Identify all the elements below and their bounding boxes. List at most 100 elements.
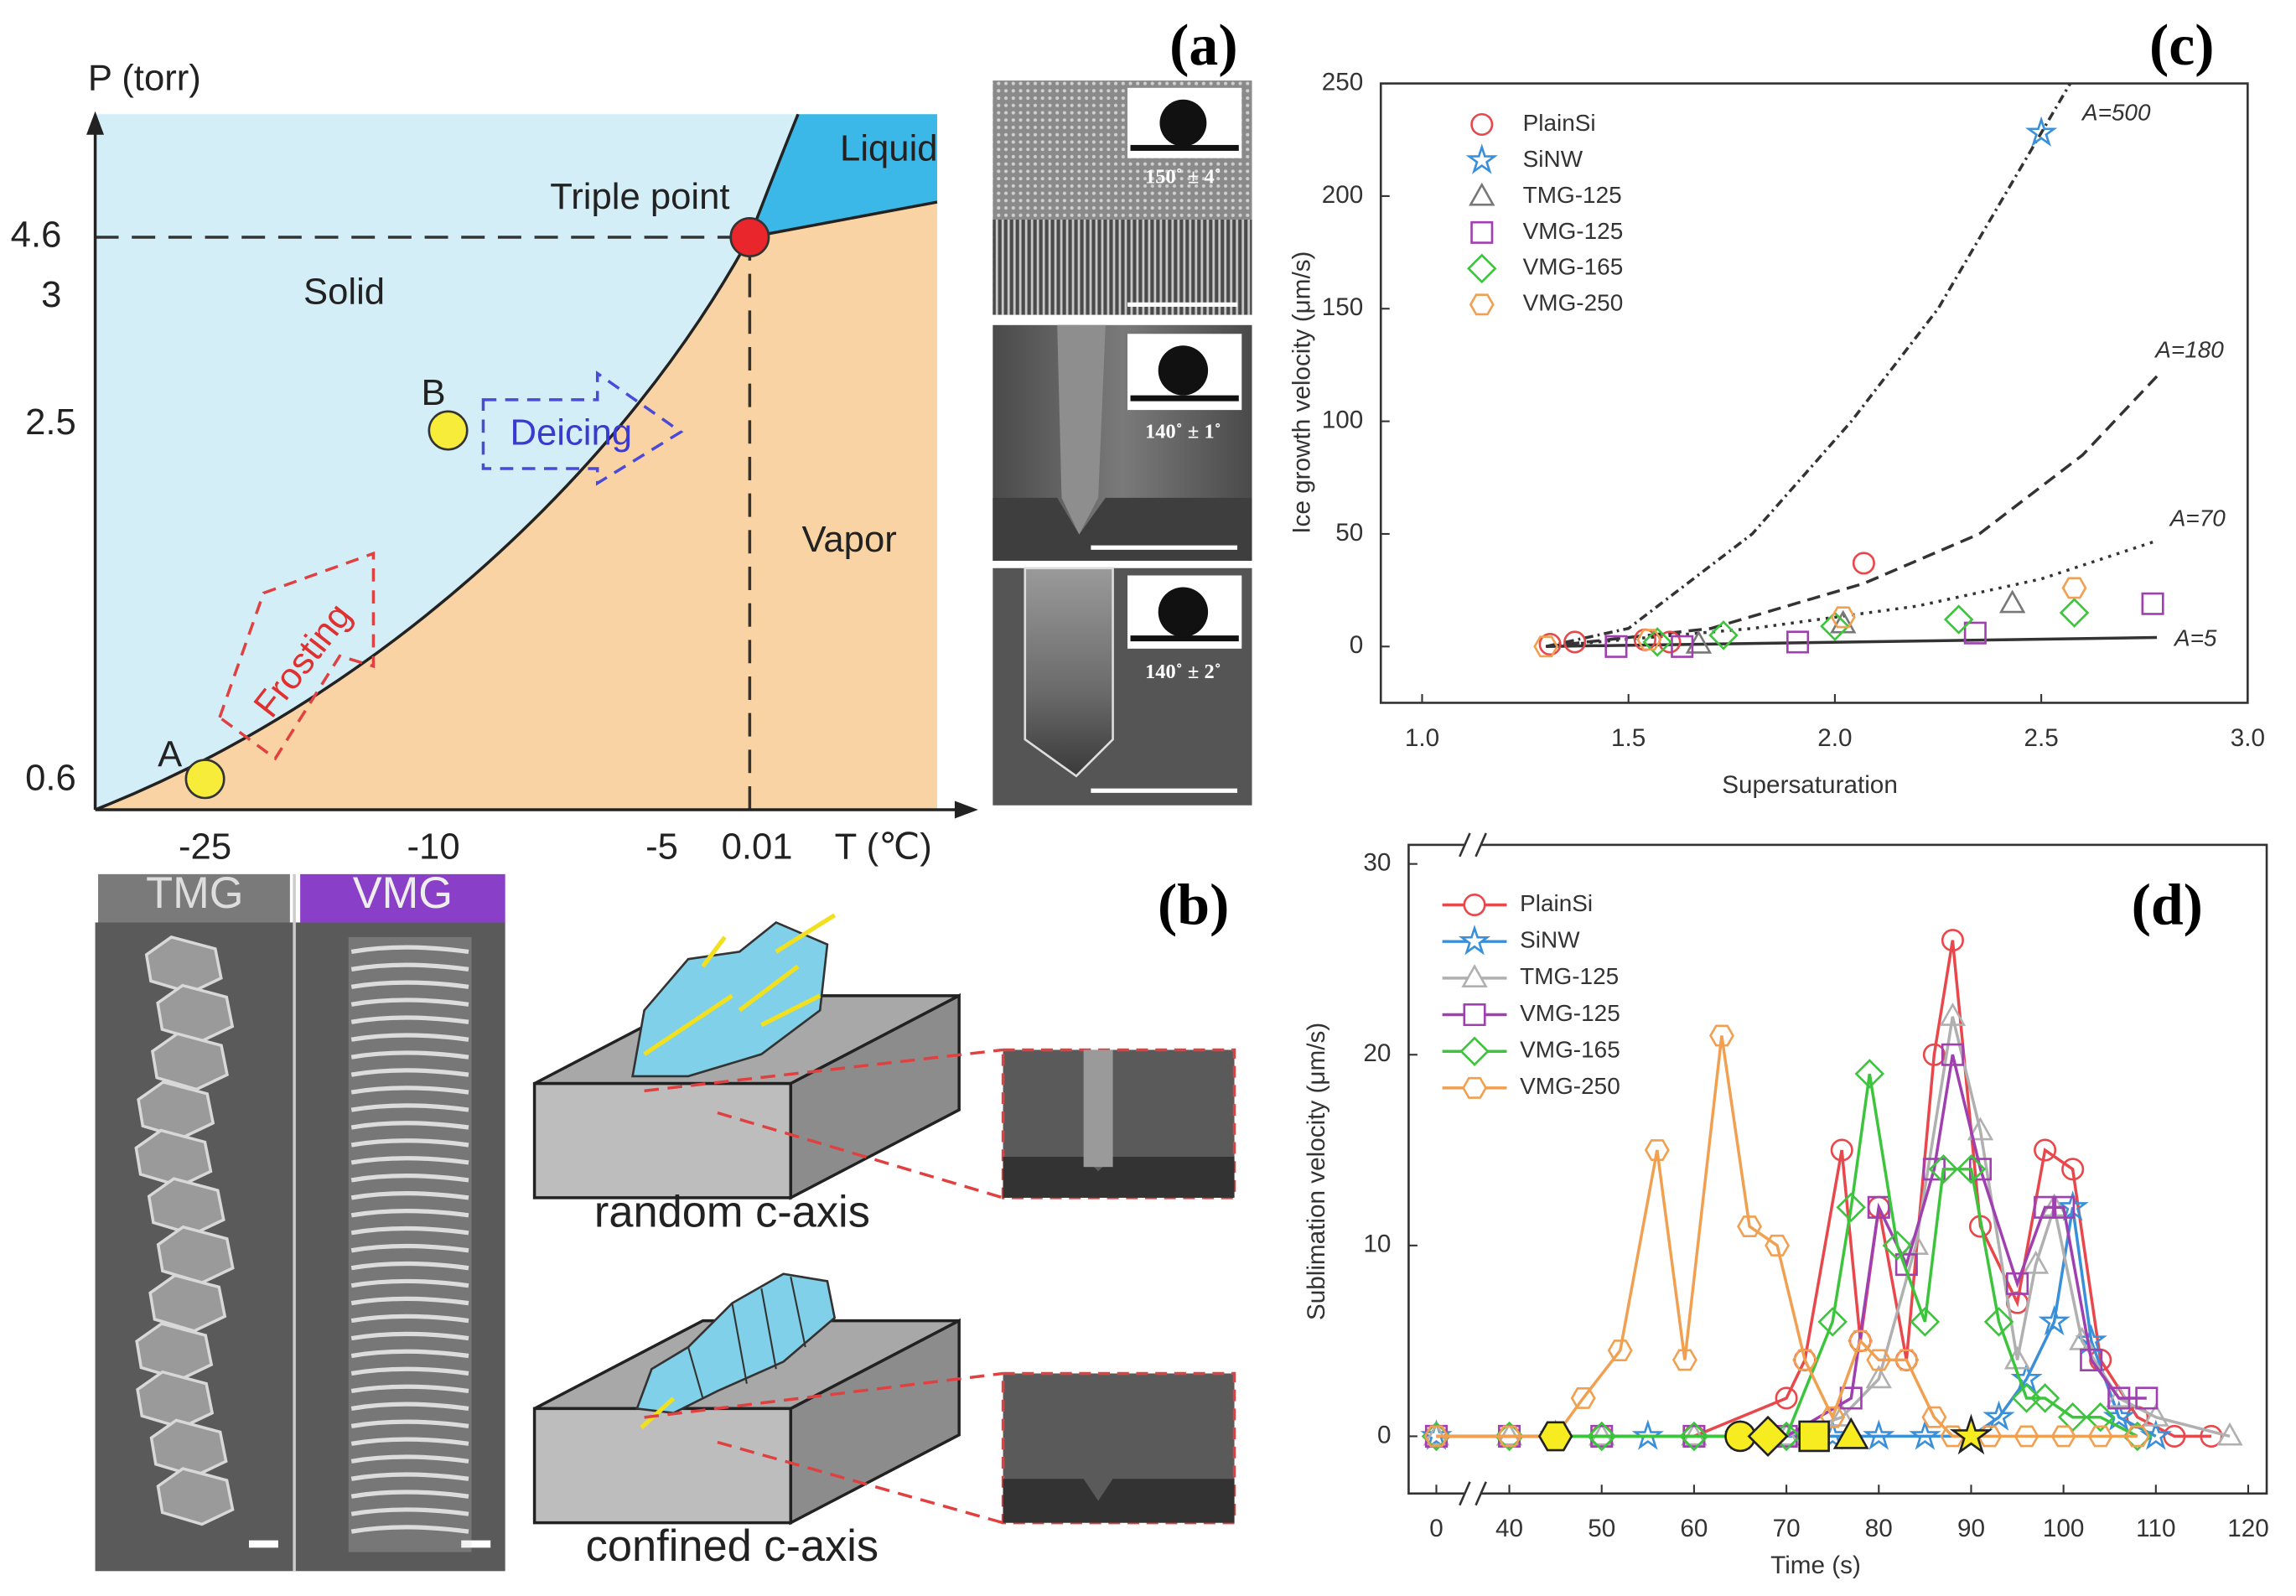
x-tick-label: -5 (645, 826, 678, 868)
curve-label: A=500 (2081, 100, 2151, 126)
data-point (2034, 1138, 2057, 1162)
data-point (1633, 628, 1656, 651)
tab (98, 873, 290, 923)
ice-layer (350, 1208, 469, 1218)
growth-panel: TMG VMG random c-axis confined c-axis (95, 869, 1236, 1572)
crystal-edges (687, 1276, 806, 1399)
x-tick-label: 3.0 (2231, 724, 2265, 752)
contact-angle: 140˚ ± 2˚ (1145, 661, 1221, 683)
y-tick-label: 50 (1335, 519, 1363, 547)
data-point (2050, 1425, 2076, 1448)
chart: 1.0 1.5 2.0 2.5 3.0 0 50 100 150 200 250 Supersatur… (1288, 13, 2265, 799)
x-tick-label: 80 (1865, 1515, 1893, 1542)
legend-marker (1467, 253, 1497, 284)
data-point (1941, 929, 1964, 952)
onset-marker (1747, 1415, 1789, 1458)
data-point (1644, 1139, 1670, 1162)
data-point (1570, 1386, 1596, 1409)
data-point (2163, 1424, 2186, 1448)
data-point (2059, 598, 2090, 628)
x-tick-label: 40 (1495, 1515, 1523, 1542)
data-point (2135, 1386, 2159, 1410)
deicing-arrow (481, 370, 684, 486)
sublimation-curve (94, 113, 800, 811)
data-point (2014, 1425, 2039, 1448)
x-tick-label: 2.5 (2024, 724, 2058, 752)
data-point (1894, 1349, 1920, 1371)
fit-curve (1546, 375, 2159, 648)
data-point (1820, 1406, 1846, 1428)
ice-layer (350, 1243, 469, 1253)
x-tick-label: 0.01 (722, 826, 793, 868)
chart: 0 40 50 60 70 80 90 100 110 120 0 10 20 30 Time (s) Sub… (1303, 832, 2269, 1579)
data-point (1968, 1158, 1993, 1181)
phase-diagram: P (torr) T (℃) 4.6 3 2.5 0.6 -25 -10 -5 … (11, 58, 978, 868)
legend-marker (1462, 1076, 1487, 1099)
data-point (1786, 630, 1810, 654)
tab (300, 873, 505, 923)
panel-label: (b) (1158, 873, 1229, 938)
data-point (1828, 1402, 1855, 1427)
droplet (1159, 99, 1207, 147)
data-point (1775, 1386, 1798, 1410)
data-point (1968, 1215, 1993, 1238)
x-tick-label: 1.0 (1405, 724, 1439, 752)
data-point (1852, 552, 1875, 575)
y-tick-label: 0.6 (25, 758, 76, 799)
droplet (1158, 587, 1209, 637)
data-point (1909, 1419, 1941, 1450)
y-tick-label: 200 (1322, 181, 1364, 209)
curve-label: A=5 (2173, 625, 2217, 651)
x-tick-label: 2.0 (1817, 724, 1852, 752)
data-line (1436, 1073, 2138, 1438)
ice-layer (350, 1331, 469, 1341)
ice-layer (350, 945, 469, 955)
data-point (1631, 1419, 1664, 1450)
ice-layer (350, 1033, 469, 1042)
legend-label: VMG-165 (1520, 1037, 1620, 1063)
data-point (2106, 1384, 2133, 1408)
data-point (1854, 1059, 1885, 1089)
data-point (1496, 1425, 1522, 1448)
data-point (2061, 577, 2087, 599)
fit-curve (1545, 82, 2072, 648)
x-tick-label: 60 (1680, 1515, 1708, 1542)
data-point (1737, 1215, 1762, 1238)
data-point (1967, 1117, 1994, 1141)
panel-label: (a) (1169, 13, 1237, 78)
ice-layer (350, 1191, 469, 1200)
x-tick-label: 100 (2043, 1515, 2085, 1542)
sem-images: 150˚ ± 4˚ 140˚ ± 1˚ 140˚ ± 2˚ (993, 80, 1252, 806)
x-axis-label: T (℃) (835, 826, 932, 868)
substrate (1130, 395, 1239, 402)
axis-break (1459, 1481, 1487, 1506)
legend-label: VMG-250 (1520, 1073, 1620, 1099)
y-tick-label: 4.6 (11, 215, 62, 256)
axis-break (1459, 832, 1487, 858)
onset-marker (1949, 1413, 1993, 1455)
x-tick-label: 90 (1957, 1515, 1985, 1542)
data-point (2022, 1250, 2050, 1274)
ridged-column (1024, 567, 1114, 778)
data-point (2057, 1402, 2088, 1433)
ice-layer (350, 1138, 469, 1148)
ice-crystal (156, 1225, 235, 1285)
onset-marker (1832, 1417, 1869, 1449)
x-tick-label: 0 (1429, 1515, 1443, 1542)
y-tick-label: 100 (1322, 406, 1364, 433)
onset-marker (1798, 1420, 1830, 1453)
schematic-label: confined c-axis (586, 1522, 878, 1571)
legend-label: VMG-125 (1523, 218, 1624, 244)
ice-layer (350, 1174, 469, 1183)
data-point (1708, 620, 1739, 650)
y-tick-label: 10 (1363, 1231, 1391, 1258)
data-point (1928, 1154, 1959, 1184)
y-tick-label: 250 (1322, 68, 1364, 96)
axis-break-gap (1465, 840, 1480, 850)
liquid-region (749, 114, 937, 237)
scale-bar (248, 1540, 278, 1548)
ice-crystal (135, 1322, 214, 1381)
vaporization-curve (749, 200, 938, 239)
data-point (1817, 1307, 1848, 1337)
ice-layer (350, 1454, 469, 1464)
